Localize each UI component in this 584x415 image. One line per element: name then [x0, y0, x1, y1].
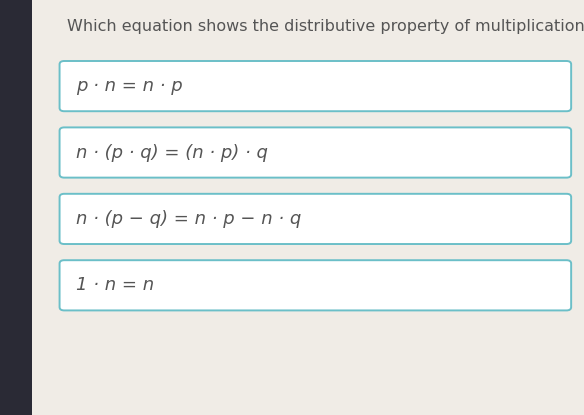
Text: 1 · n = n: 1 · n = n — [76, 276, 154, 294]
Text: n · (p · q) = (n · p) · q: n · (p · q) = (n · p) · q — [76, 144, 268, 161]
Text: n · (p − q) = n · p − n · q: n · (p − q) = n · p − n · q — [76, 210, 301, 228]
Text: Which equation shows the distributive property of multiplication?: Which equation shows the distributive pr… — [67, 19, 584, 34]
FancyBboxPatch shape — [60, 194, 571, 244]
FancyBboxPatch shape — [0, 0, 32, 415]
FancyBboxPatch shape — [60, 127, 571, 178]
FancyBboxPatch shape — [60, 61, 571, 111]
Text: p · n = n · p: p · n = n · p — [76, 77, 183, 95]
FancyBboxPatch shape — [60, 260, 571, 310]
